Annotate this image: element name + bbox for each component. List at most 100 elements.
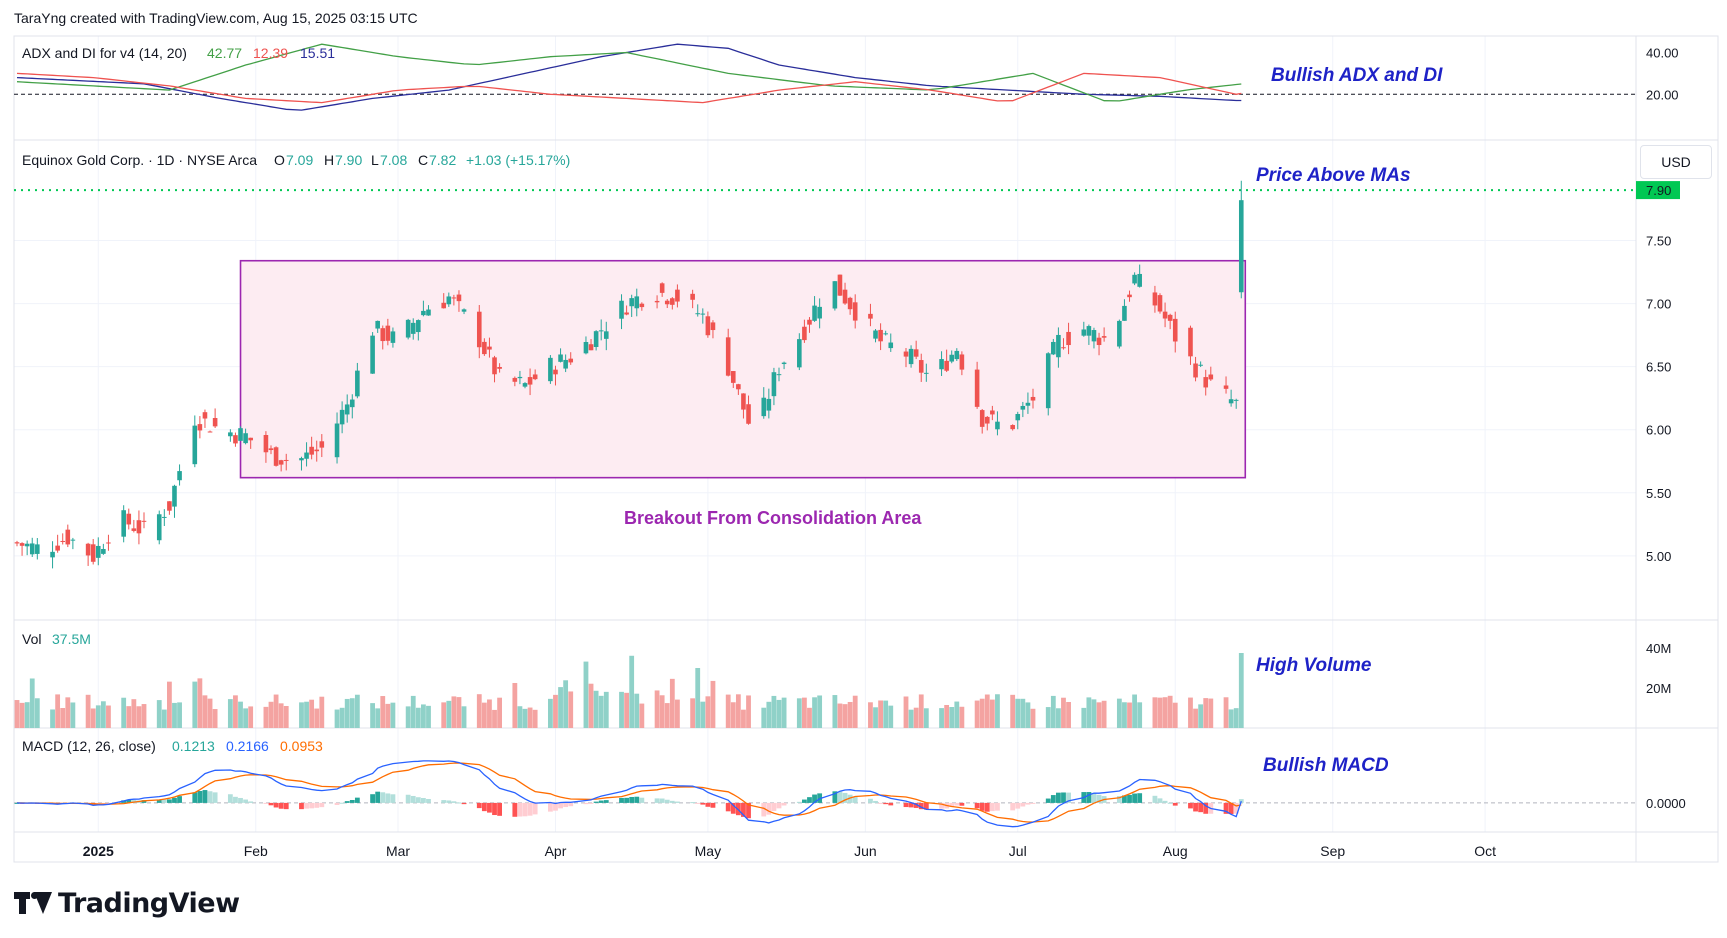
candle-body [700,313,706,315]
macd-histogram-bar [461,802,467,805]
macd-histogram-bar [989,802,995,812]
macd-histogram-bar [558,802,563,809]
volume-bar [227,699,233,728]
candle-body [497,366,502,369]
candle-body [939,359,944,370]
candle-body [695,313,701,315]
volume-bar [771,695,777,728]
macd-histogram-bar [1061,792,1066,803]
candle-body [807,319,812,325]
macd-histogram-bar [268,802,274,806]
macd-histogram-bar [796,801,802,803]
volume-bar [1096,702,1102,728]
low-label: L [371,152,379,168]
candle-body [1081,329,1087,336]
macd-histogram-bar [304,802,309,809]
macd-histogram-bar [238,797,243,803]
macd-histogram-bar [812,794,817,803]
macd-histogram-bar [847,794,853,803]
candle-body [441,302,447,309]
candle-body [1162,311,1168,319]
macd-histogram-bar [1127,794,1132,803]
macd-histogram-bar [349,800,355,803]
candle-body [106,542,111,544]
macd-histogram-bar [1015,802,1021,809]
macd-histogram-bar [675,801,680,803]
volume-bar [705,696,711,728]
volume-bar [1198,704,1204,728]
volume-bar [1101,700,1107,728]
candle-body [446,296,452,305]
volume-bar [456,697,462,728]
last-price-tag-label: 7.90 [1646,183,1671,198]
macd-histogram-bar [177,796,182,803]
volume-bar [1162,697,1168,728]
macd-histogram-bar [1132,793,1137,803]
candle-body [456,294,462,302]
macd-histogram-bar [593,801,599,803]
candle-body [634,296,640,309]
macd-histogram-bar [334,802,340,805]
candle-body [624,312,629,315]
macd-histogram-bar [421,798,426,803]
volume-bar [639,703,645,728]
volume-bar [441,702,447,728]
volume-bar [136,706,142,728]
candle-body [172,485,177,507]
volume-bar [354,694,360,728]
macd-histogram-bar [512,802,518,817]
macd-histogram-bar [1198,802,1204,813]
volume-bar [50,709,55,728]
volume-bar [629,655,635,728]
volume-bar [390,702,396,728]
candle-body [629,298,634,307]
candle-body [278,460,284,465]
chart-frame [13,35,1719,863]
macd-histogram-bar [299,802,304,810]
volume-bar [344,698,350,728]
x-axis-label-jun: Jun [854,843,877,859]
volume-bar [238,701,243,728]
macd-histogram-bar [481,802,487,812]
macd-histogram-bar [319,802,325,808]
macd-histogram-bar [106,802,111,804]
volume-bar [730,702,736,728]
macd-histogram-bar [710,802,716,808]
volume-bar [944,704,950,728]
candle-body [548,357,553,382]
volume-bar [1050,695,1056,728]
macd-histogram-bar [446,800,452,803]
candle-body [812,305,817,321]
candle-body [1137,273,1142,287]
candle-body [1233,399,1239,401]
candle-body [873,330,878,339]
candle-body [1056,334,1061,358]
volume-tick-label: 40M [1646,641,1671,656]
volume-bar [161,709,167,728]
x-axis-label-sep: Sep [1320,843,1345,859]
candle-body [512,377,518,382]
volume-bar [283,706,289,728]
volume-bar [1208,698,1214,728]
volume-bar [995,694,1000,728]
volume-bar [548,698,553,728]
volume-bar [1228,709,1234,728]
volume-bar [375,708,381,728]
volume-bar [243,708,248,728]
candle-body [207,431,213,433]
currency-button[interactable]: USD [1640,145,1712,179]
tradingview-logo[interactable]: TradingView [14,888,240,919]
volume-bar [868,702,873,728]
volume-bar [598,695,604,728]
macd-histogram-bar [380,792,386,803]
candle-body [228,432,233,437]
price-tick-label: 5.50 [1646,486,1671,501]
macd-histogram-bar [1116,796,1122,803]
candle-body [1198,364,1203,366]
macd-signal-value: 0.0953 [280,738,323,754]
volume-bar [273,694,279,728]
volume-bar [1152,697,1158,728]
volume-bar [1091,699,1097,728]
volume-bar [761,707,767,728]
